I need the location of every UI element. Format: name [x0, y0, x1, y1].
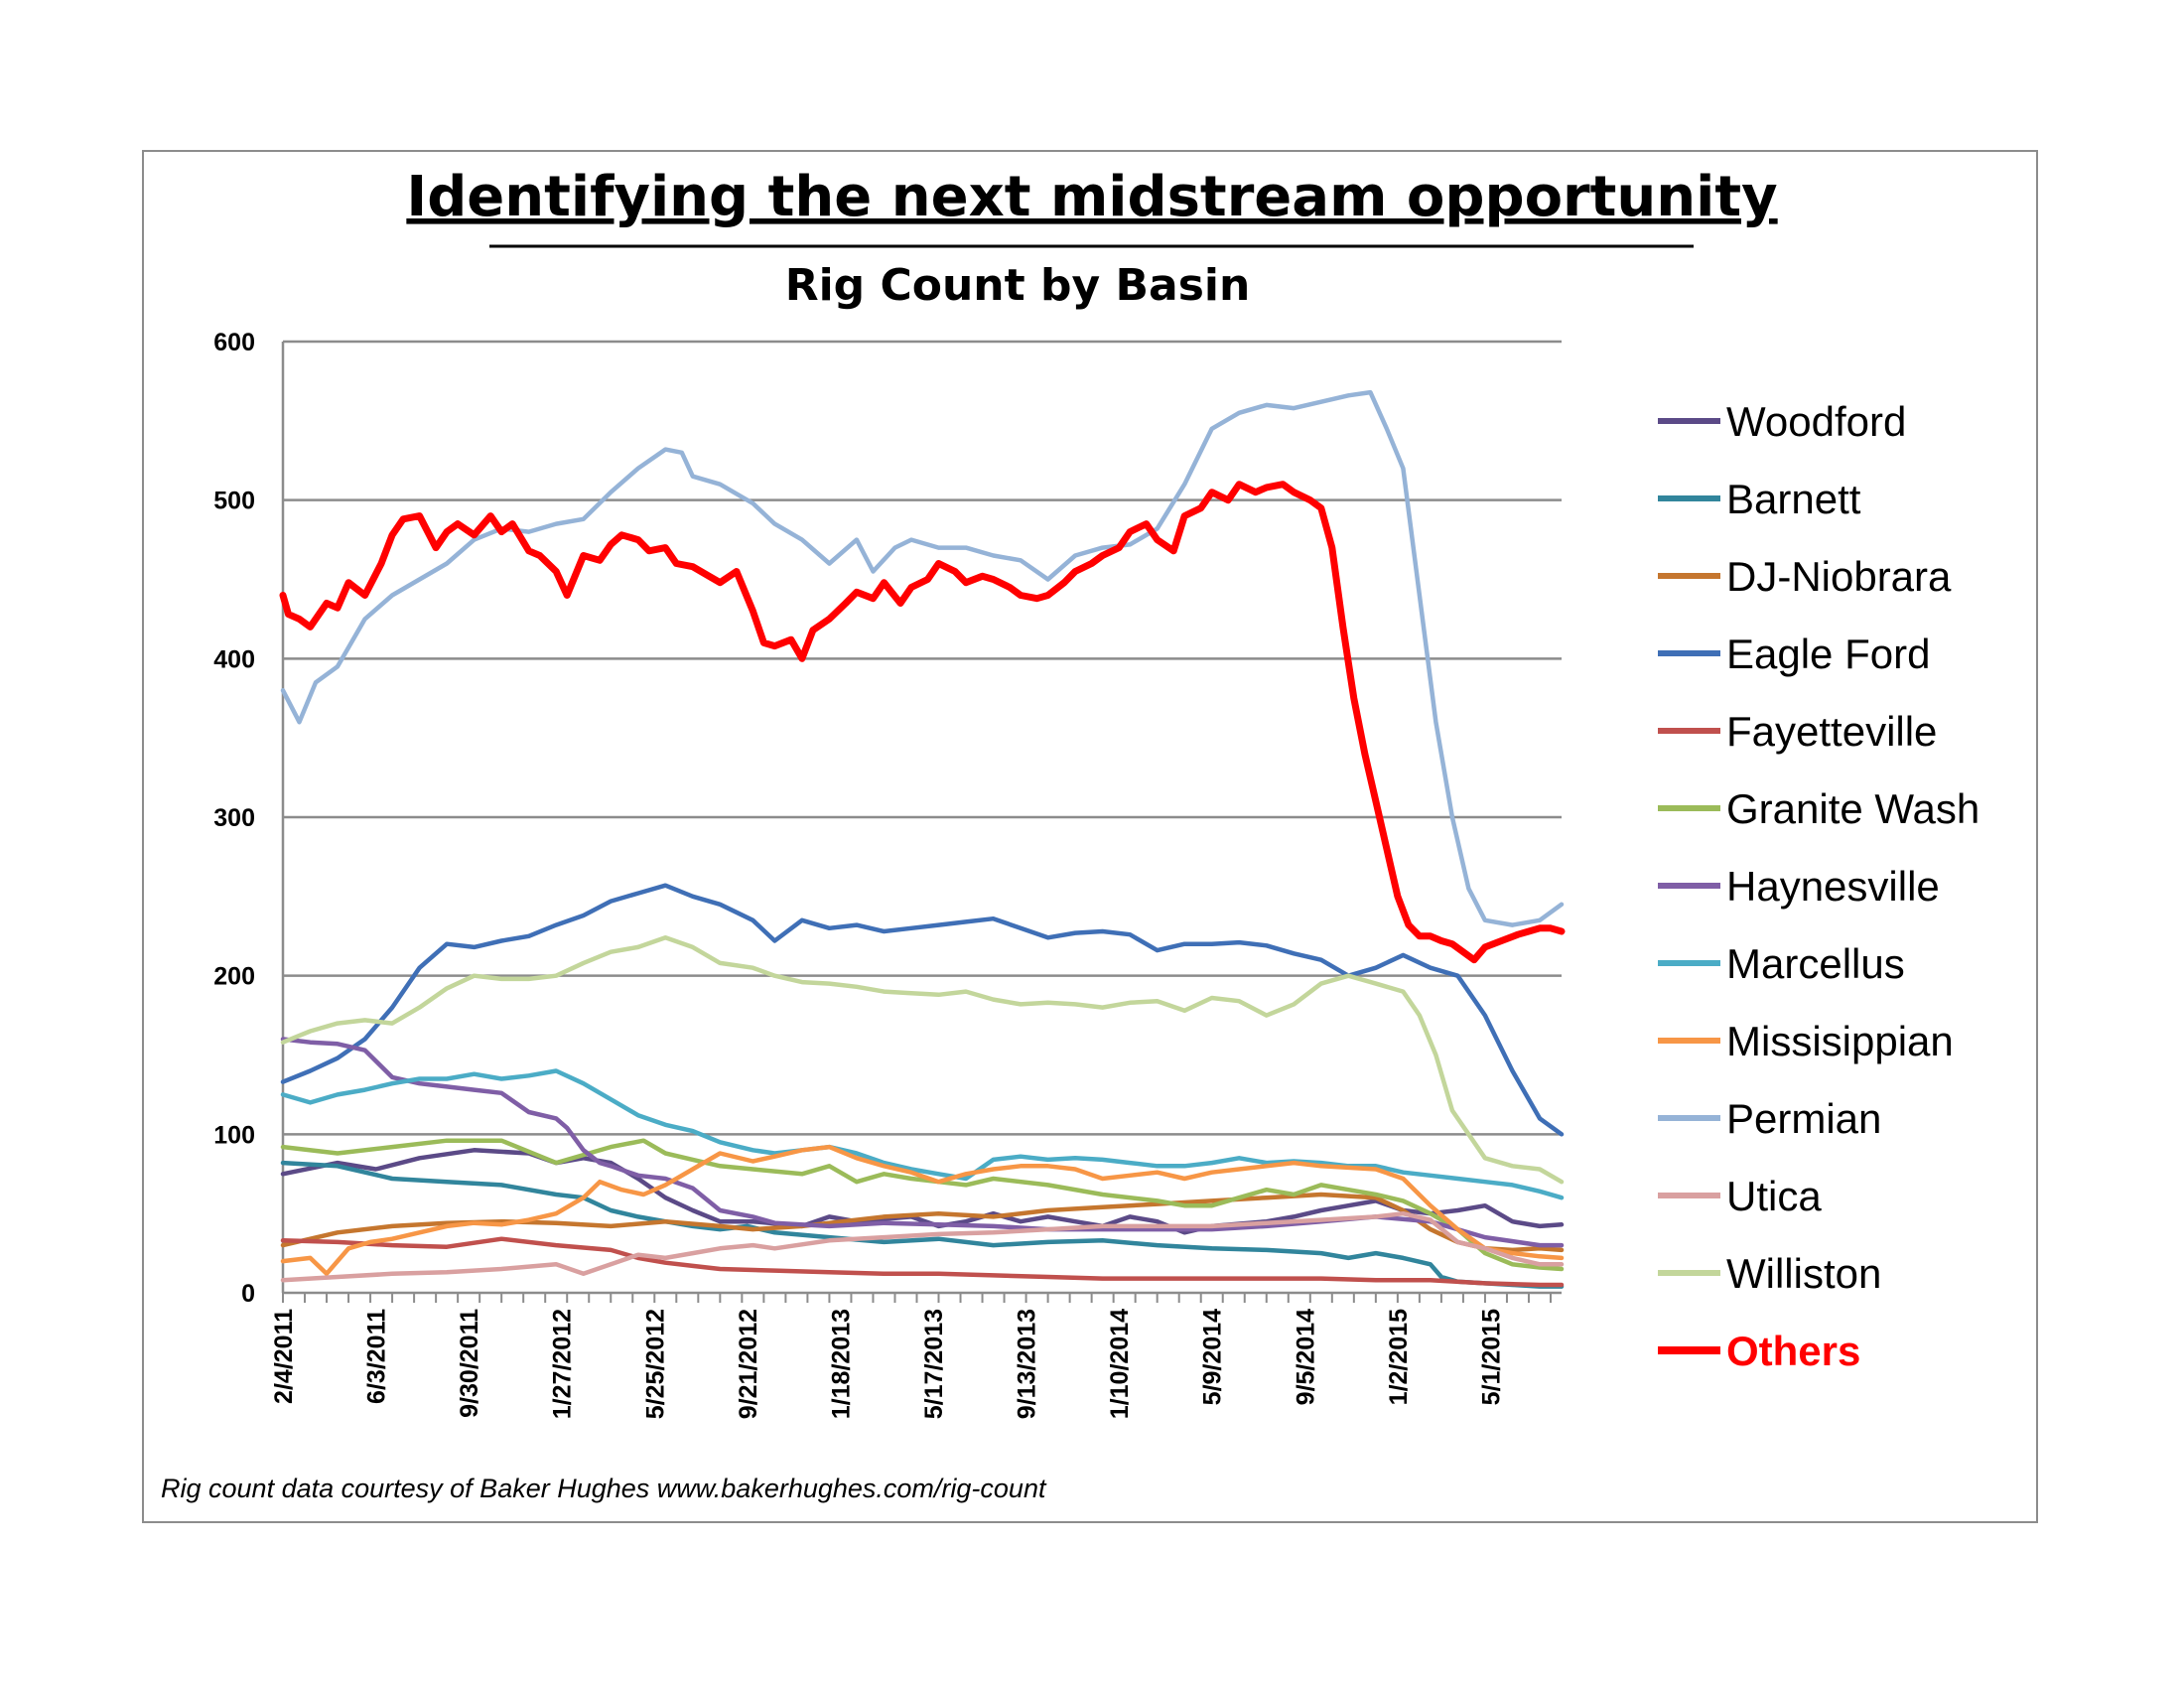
series-line-williston	[280, 935, 1565, 1185]
series-line-eagle-ford	[280, 883, 1565, 1137]
legend-marcellus-label: Marcellus	[1726, 940, 1905, 987]
series-line-barnett	[280, 1160, 1565, 1289]
series-lines	[279, 389, 1566, 1289]
series-line-fayetteville	[280, 1236, 1565, 1288]
y-tick-label: 100	[213, 1121, 255, 1149]
legend-eagle-ford-label: Eagle Ford	[1726, 631, 1930, 677]
x-tick-label: 1/27/2012	[549, 1309, 577, 1419]
x-tick-label: 5/1/2015	[1477, 1309, 1505, 1405]
x-tick-label: 1/18/2013	[827, 1309, 855, 1419]
y-tick-label: 200	[213, 963, 255, 991]
x-tick-label: 9/21/2012	[735, 1309, 762, 1419]
x-tick-label: 6/3/2011	[363, 1309, 391, 1404]
legend: Woodford Barnett DJ-Niobrara Eagle Ford Faye…	[1658, 398, 1979, 1374]
x-tick-label: 5/17/2013	[920, 1309, 948, 1419]
legend-missisippian-label: Missisippian	[1726, 1018, 1954, 1064]
y-tick-label: 400	[213, 645, 255, 673]
chart-footnote: Rig count data courtesy of Baker Hughes …	[161, 1474, 1047, 1503]
x-tick-label: 2/4/2011	[270, 1309, 298, 1404]
y-tick-label: 500	[213, 488, 255, 515]
y-tick-label: 0	[241, 1280, 255, 1308]
x-tick-label: 5/9/2014	[1199, 1309, 1227, 1405]
legend-woodford-label: Woodford	[1726, 398, 1906, 445]
series-line-missisippian	[280, 1144, 1565, 1277]
legend-others-label: Others	[1726, 1328, 1860, 1374]
chart-title: Identifying the next midstream opportuni…	[406, 165, 1777, 229]
series-line-dj-niobrara	[280, 1192, 1565, 1253]
series-line-haynesville	[280, 1037, 1565, 1248]
x-tick-label: 9/5/2014	[1292, 1309, 1319, 1405]
series-line-granite-wash	[280, 1138, 1565, 1272]
x-tick-label: 1/10/2014	[1106, 1309, 1134, 1419]
legend-williston-label: Williston	[1726, 1250, 1881, 1297]
y-axis: 0 100 200 300 400 500 600	[213, 329, 1562, 1308]
legend-barnett-label: Barnett	[1726, 476, 1861, 522]
legend-haynesville-label: Haynesville	[1726, 863, 1940, 910]
x-tick-label: 9/30/2011	[456, 1309, 483, 1418]
legend-dj-niobrara-label: DJ-Niobrara	[1726, 553, 1952, 600]
chart-frame: Identifying the next midstream opportuni…	[142, 150, 2038, 1523]
x-tick-label: 5/25/2012	[641, 1309, 669, 1419]
x-tick-label: 9/13/2013	[1014, 1309, 1041, 1419]
x-tick-label: 1/2/2015	[1385, 1309, 1413, 1405]
series-line-others	[279, 481, 1566, 964]
y-tick-label: 600	[213, 329, 255, 356]
gridlines	[283, 340, 1562, 1136]
legend-utica-label: Utica	[1726, 1173, 1822, 1219]
chart-subtitle: Rig Count by Basin	[785, 260, 1251, 311]
series-line-utica	[280, 1210, 1565, 1283]
chart-canvas: Identifying the next midstream opportuni…	[161, 165, 1979, 1503]
y-tick-label: 300	[213, 804, 255, 832]
legend-fayetteville-label: Fayetteville	[1726, 708, 1937, 755]
legend-permian-label: Permian	[1726, 1095, 1881, 1142]
x-axis: 2/4/2011 6/3/2011 9/30/2011 1/27/2012 5/25/2…	[270, 1293, 1552, 1419]
legend-granite-wash-label: Granite Wash	[1726, 785, 1979, 832]
